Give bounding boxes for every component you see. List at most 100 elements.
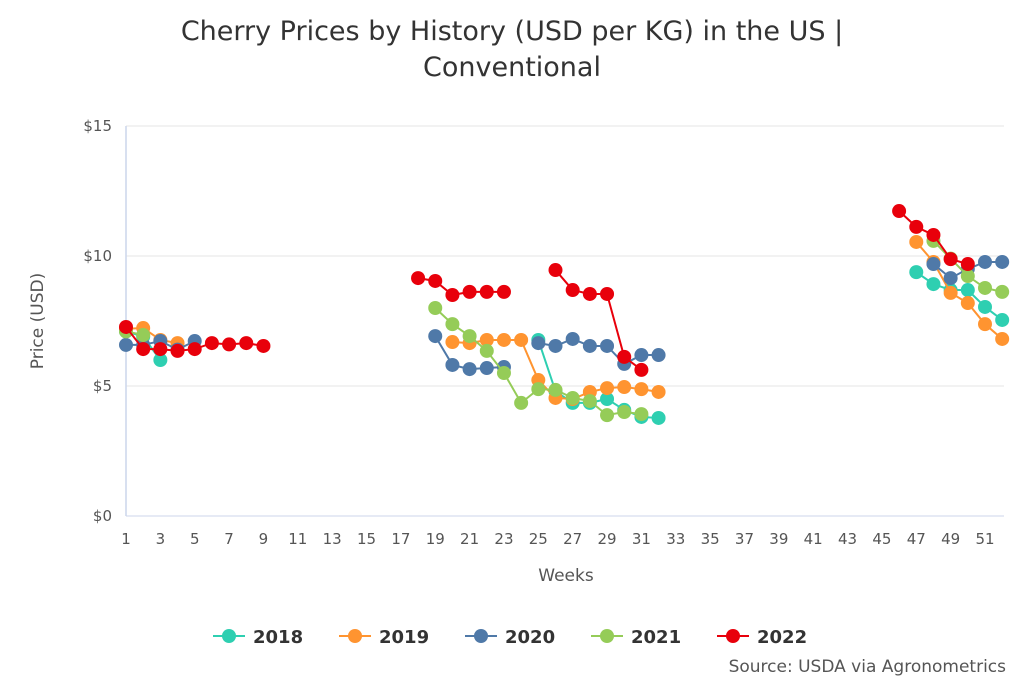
- source-note: Source: USDA via Agronometrics: [729, 657, 1007, 677]
- data-point: [926, 257, 941, 272]
- data-point: [960, 257, 975, 272]
- x-tick-label: 31: [632, 530, 651, 548]
- data-point: [960, 283, 975, 298]
- legend-marker: [726, 629, 740, 643]
- data-point: [960, 296, 975, 311]
- data-point: [582, 394, 597, 409]
- data-point: [978, 317, 992, 332]
- data-point: [479, 284, 494, 299]
- data-point: [943, 252, 958, 267]
- data-point: [600, 338, 615, 353]
- x-tick-label: 33: [666, 530, 685, 548]
- x-tick-label: 29: [597, 530, 616, 548]
- x-tick-label: 49: [941, 530, 960, 548]
- series-2019: [119, 234, 1010, 406]
- chart-title-line1: Cherry Prices by History (USD per KG) in…: [181, 16, 843, 47]
- data-point: [617, 349, 632, 364]
- data-point: [239, 336, 254, 351]
- data-point: [617, 405, 632, 419]
- x-tick-label: 23: [494, 530, 513, 548]
- x-tick-label: 37: [735, 530, 754, 548]
- series-2020: [119, 254, 1010, 377]
- y-tick-label: $10: [83, 247, 112, 265]
- data-point: [136, 328, 151, 343]
- x-tick-label: 19: [426, 530, 445, 548]
- data-point: [153, 353, 168, 367]
- data-point: [445, 335, 460, 350]
- data-point: [909, 234, 924, 249]
- legend-item-2019: 2019: [339, 627, 429, 648]
- series-line: [125, 327, 178, 345]
- data-point: [926, 277, 941, 292]
- data-point: [909, 219, 924, 234]
- data-point: [995, 254, 1010, 269]
- data-point: [479, 332, 494, 347]
- x-tick-label: 7: [224, 530, 234, 548]
- data-point: [600, 408, 615, 423]
- x-tick-label: 41: [804, 530, 823, 548]
- data-point: [651, 410, 666, 425]
- x-axis-label: Weeks: [538, 566, 594, 586]
- data-point: [978, 280, 992, 295]
- data-point: [514, 332, 529, 347]
- data-point: [445, 317, 460, 332]
- x-tick-label: 17: [391, 530, 410, 548]
- data-point: [445, 288, 460, 302]
- data-point: [531, 336, 546, 351]
- legend-label: 2019: [379, 627, 429, 648]
- legend-label: 2018: [253, 627, 303, 648]
- data-point: [565, 283, 580, 298]
- data-point: [496, 366, 511, 380]
- data-point: [565, 390, 580, 405]
- data-point: [600, 381, 615, 396]
- data-point: [136, 342, 151, 357]
- data-point: [582, 286, 597, 301]
- x-tick-label: 15: [357, 530, 376, 548]
- data-point: [445, 357, 460, 372]
- data-point: [651, 384, 666, 399]
- x-tick-label: 1: [121, 530, 131, 548]
- data-point: [170, 343, 185, 358]
- x-tick-label: 13: [323, 530, 342, 548]
- legend-marker: [474, 629, 488, 643]
- x-tick-label: 43: [838, 530, 857, 548]
- x-tick-label: 47: [907, 530, 926, 548]
- data-point: [634, 348, 649, 363]
- data-point: [428, 329, 443, 344]
- data-point: [600, 392, 615, 406]
- data-point: [496, 284, 511, 299]
- y-tick-label: $0: [93, 507, 112, 525]
- legend-item-2018: 2018: [213, 627, 303, 648]
- series-2021: [119, 233, 1010, 423]
- data-point: [995, 284, 1010, 299]
- data-point: [187, 342, 202, 357]
- legend-label: 2021: [631, 627, 681, 648]
- legend-item-2021: 2021: [591, 627, 681, 648]
- data-point: [428, 273, 443, 288]
- data-point: [462, 329, 477, 344]
- x-tick-label: 21: [460, 530, 479, 548]
- data-point: [995, 331, 1010, 346]
- data-point: [943, 271, 958, 286]
- y-tick-label: $15: [83, 117, 112, 135]
- data-point: [514, 395, 529, 410]
- data-point: [548, 263, 563, 278]
- legend-label: 2020: [505, 627, 555, 648]
- data-point: [204, 336, 219, 351]
- x-tick-label: 51: [975, 530, 994, 548]
- legend-marker: [348, 629, 362, 643]
- y-axis-label: Price (USD): [28, 273, 48, 369]
- data-point: [548, 382, 563, 397]
- legend-marker: [600, 629, 614, 643]
- data-point: [978, 299, 992, 314]
- data-point: [995, 312, 1010, 327]
- data-point: [582, 338, 597, 353]
- data-point: [600, 286, 615, 301]
- x-tick-label: 3: [156, 530, 166, 548]
- x-tick-label: 11: [288, 530, 307, 548]
- y-tick-label: $5: [93, 377, 112, 395]
- data-point: [531, 382, 546, 397]
- data-point: [411, 271, 426, 286]
